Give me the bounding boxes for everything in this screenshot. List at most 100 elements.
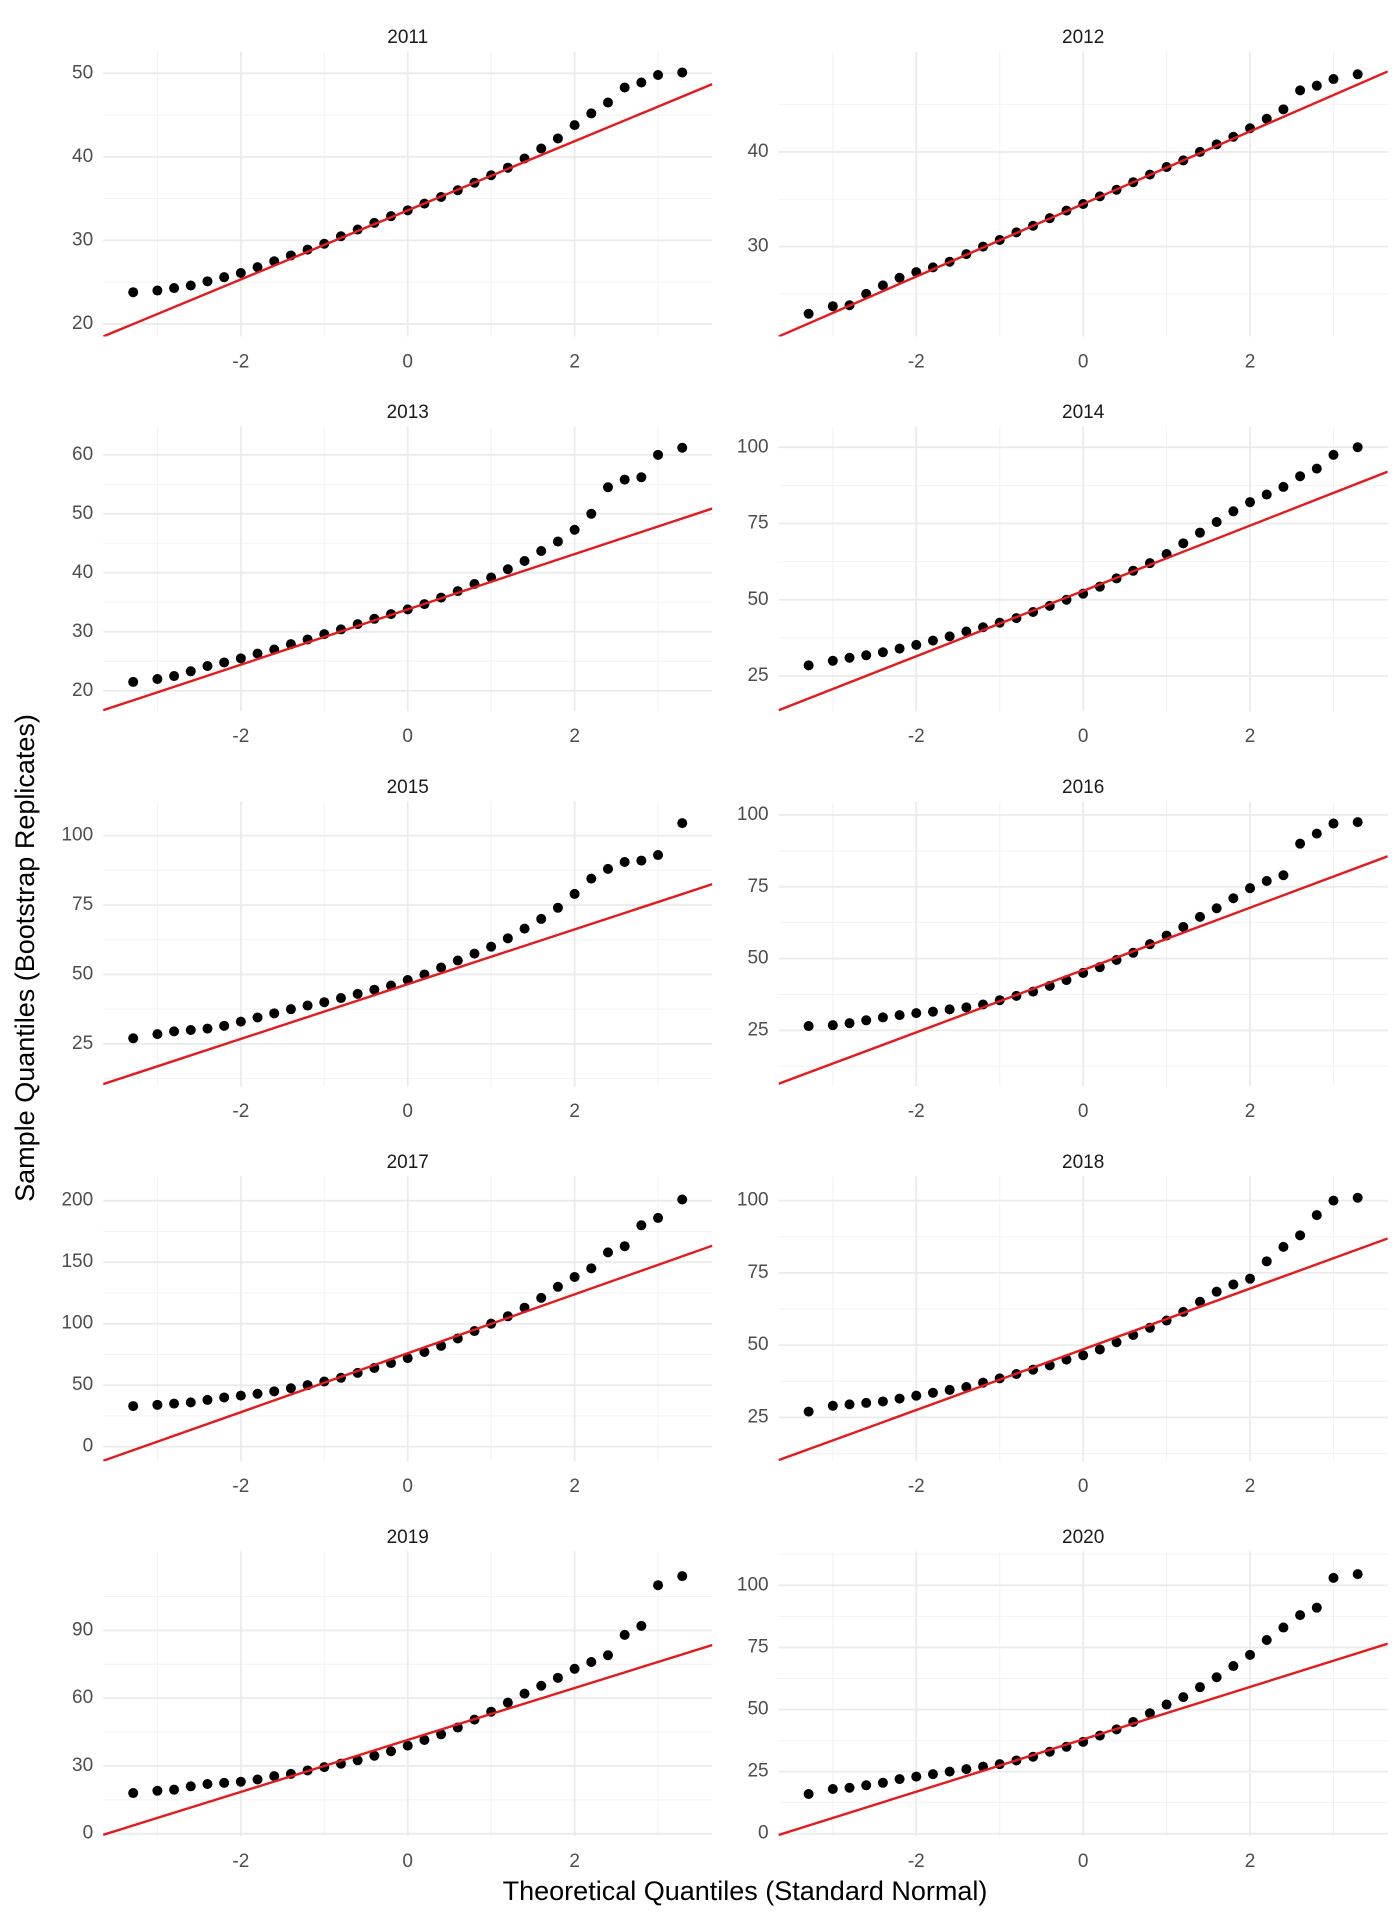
point <box>219 1020 230 1031</box>
point <box>502 933 513 944</box>
x-tick-label: 2 <box>1245 351 1256 372</box>
point <box>619 474 630 485</box>
point <box>202 661 213 672</box>
point <box>486 941 497 952</box>
point <box>1328 449 1339 460</box>
point <box>927 1387 938 1398</box>
facet-title: 2016 <box>1062 777 1104 798</box>
point <box>169 1398 180 1409</box>
point <box>1261 875 1272 886</box>
point <box>152 285 163 296</box>
y-tick-label: 50 <box>747 589 768 610</box>
facet: 2018 -2 0 2 25 50 75 100 <box>737 1152 1388 1497</box>
x-tick-label: -2 <box>232 351 249 372</box>
point <box>586 873 597 884</box>
x-tick-label: 2 <box>1245 1101 1256 1122</box>
x-tick-label: 0 <box>402 351 413 372</box>
point <box>927 1006 938 1017</box>
point <box>369 984 380 995</box>
point <box>827 1020 838 1031</box>
point <box>419 1734 430 1745</box>
point <box>235 1776 246 1787</box>
point <box>1228 893 1239 904</box>
y-tick-label: 50 <box>72 1374 93 1395</box>
point <box>235 653 246 664</box>
point <box>861 1397 872 1408</box>
point <box>1311 463 1322 474</box>
x-tick-label: 2 <box>569 1851 580 1872</box>
point <box>1228 1279 1239 1290</box>
point <box>1311 80 1322 91</box>
point <box>402 1740 413 1751</box>
point <box>803 308 814 319</box>
y-tick-label: 75 <box>747 1262 768 1283</box>
point <box>677 818 688 829</box>
facet: 2015 -2 0 2 25 50 75 100 <box>61 777 713 1122</box>
y-tick-label: 40 <box>72 562 93 583</box>
point <box>1245 1649 1256 1660</box>
y-tick-label: 30 <box>72 1755 93 1776</box>
point <box>1211 1286 1222 1297</box>
facet-title: 2019 <box>387 1527 429 1548</box>
point <box>369 1750 380 1761</box>
point <box>619 82 630 93</box>
point <box>861 1015 872 1026</box>
point <box>586 1263 597 1274</box>
x-tick-label: 0 <box>402 1101 413 1122</box>
point <box>1261 113 1272 124</box>
reference-line <box>103 883 713 1086</box>
point <box>602 97 613 108</box>
x-tick-label: 0 <box>1078 351 1089 372</box>
facet: 2017 -2 0 2 0 50 100 150 200 <box>61 1152 713 1497</box>
point <box>502 1697 513 1708</box>
y-tick-label: 100 <box>61 1313 93 1334</box>
point <box>352 988 363 999</box>
point <box>1161 1699 1172 1710</box>
y-tick-label: 100 <box>737 1574 769 1595</box>
point <box>536 143 547 154</box>
point <box>1111 1337 1122 1348</box>
point <box>436 962 447 973</box>
x-tick-label: 2 <box>1245 726 1256 747</box>
y-tick-label: 25 <box>747 1406 768 1427</box>
point <box>877 1012 888 1023</box>
y-tick-label: 50 <box>72 963 93 984</box>
y-tick-label: 40 <box>747 141 768 162</box>
point <box>1094 1344 1105 1355</box>
point <box>569 1271 580 1282</box>
point <box>552 536 563 547</box>
point <box>552 902 563 913</box>
point <box>1311 1602 1322 1613</box>
point <box>944 1766 955 1777</box>
point <box>252 1388 263 1399</box>
point <box>1211 1672 1222 1683</box>
point <box>1295 1610 1306 1621</box>
y-tick-label: 50 <box>747 1699 768 1720</box>
y-tick-label: 75 <box>72 894 93 915</box>
x-tick-label: 0 <box>402 726 413 747</box>
y-tick-label: 25 <box>747 1019 768 1040</box>
x-tick-label: -2 <box>908 1476 925 1497</box>
point <box>619 1629 630 1640</box>
point <box>586 108 597 119</box>
point <box>252 1012 263 1023</box>
point <box>861 650 872 661</box>
x-tick-label: -2 <box>908 726 925 747</box>
point <box>1261 1256 1272 1267</box>
y-tick-label: 20 <box>72 680 93 701</box>
point <box>1278 104 1289 115</box>
point <box>1211 903 1222 914</box>
x-tick-label: 0 <box>402 1851 413 1872</box>
point <box>961 1382 972 1393</box>
point <box>152 1399 163 1410</box>
point <box>653 850 664 861</box>
point <box>252 648 263 659</box>
point <box>944 1004 955 1015</box>
x-tick-label: -2 <box>232 726 249 747</box>
y-tick-label: 75 <box>747 1636 768 1657</box>
x-tick-label: 2 <box>1245 1476 1256 1497</box>
point <box>827 1400 838 1411</box>
point <box>128 1033 139 1044</box>
